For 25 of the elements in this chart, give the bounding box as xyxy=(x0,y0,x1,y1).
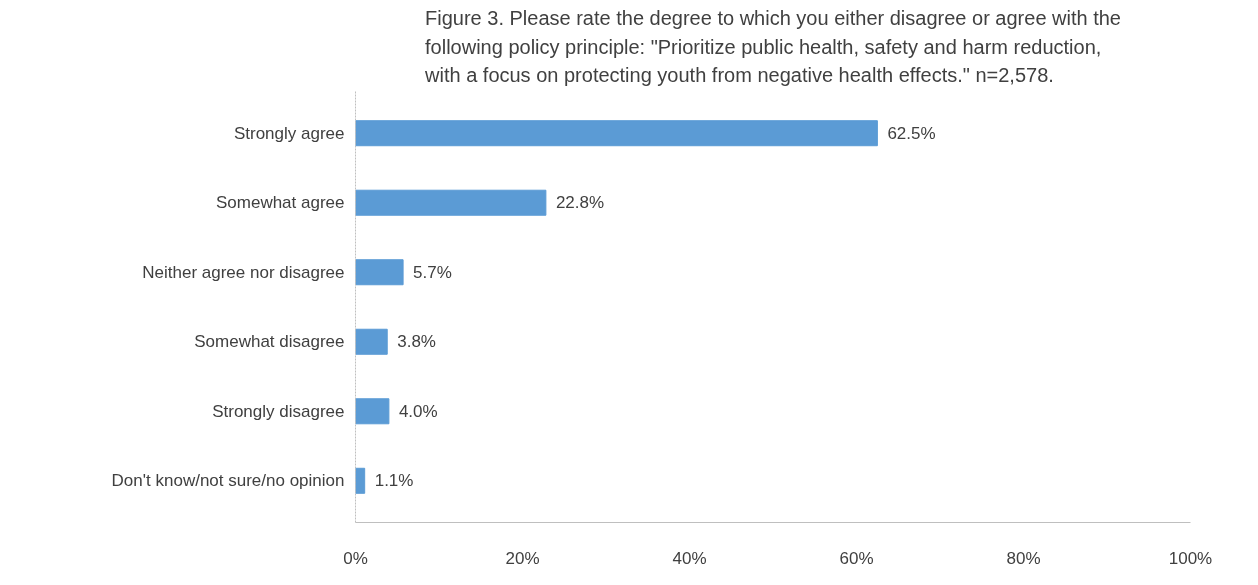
data-label: 4.0% xyxy=(398,401,438,421)
x-tick-label: 40% xyxy=(672,548,707,568)
bar xyxy=(355,259,404,286)
y-tick-label: Don't know/not sure/no opinion xyxy=(111,471,345,491)
chart-title: Figure 3. Please rate the degree to which you either disagree or agree with the following policy principle: "Prioritize public health, safety and harm reduction, with a focus on protecting youth from negative health effects." n=2,578. xyxy=(424,7,1121,87)
x-tick-label: 20% xyxy=(505,548,540,568)
bar xyxy=(355,328,388,355)
y-tick-label: Somewhat disagree xyxy=(194,332,345,352)
bar xyxy=(355,189,547,216)
bar xyxy=(355,398,390,425)
x-tick-label: 100% xyxy=(1168,548,1213,568)
bar xyxy=(355,467,366,494)
data-label: 1.1% xyxy=(374,471,414,491)
y-tick-label: Somewhat agree xyxy=(215,193,345,213)
data-label: 5.7% xyxy=(413,262,452,282)
data-label: 62.5% xyxy=(887,123,936,143)
x-tick-label: 60% xyxy=(839,548,874,568)
data-label: 22.8% xyxy=(555,193,605,213)
x-tick-label: 0% xyxy=(343,548,368,568)
bar xyxy=(355,120,878,147)
y-tick-label: Strongly agree xyxy=(233,123,345,143)
y-tick-label: Neither agree nor disagree xyxy=(142,262,345,282)
y-tick-label: Strongly disagree xyxy=(212,401,345,421)
x-tick-label: 80% xyxy=(1006,548,1041,568)
data-label: 3.8% xyxy=(397,332,436,352)
